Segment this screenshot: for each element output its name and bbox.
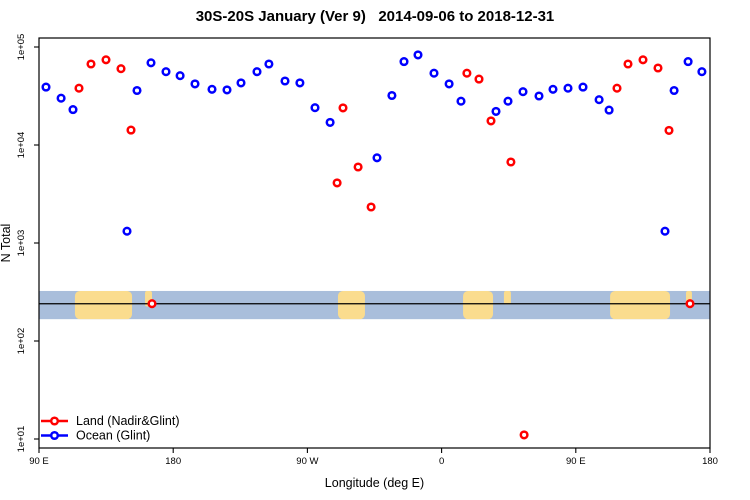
point-ocean (697, 67, 707, 77)
point-ocean (222, 85, 232, 95)
x-tick-label: 180 (702, 456, 718, 467)
point-ocean (456, 96, 466, 106)
x-tick-label: 180 (165, 456, 181, 467)
point-land (353, 162, 363, 172)
strip-ocean (39, 290, 710, 320)
y-tick-label: 1e+05 (16, 34, 27, 61)
point-land (116, 64, 126, 74)
point-land (664, 125, 674, 135)
point-land (612, 83, 622, 93)
point-ocean (325, 117, 335, 127)
point-land (462, 68, 472, 78)
point-ocean (372, 153, 382, 163)
point-ocean (161, 67, 171, 77)
point-land (147, 299, 157, 309)
y-tick-label: 1e+01 (16, 426, 27, 453)
point-land (101, 55, 111, 65)
point-ocean (429, 68, 439, 78)
point-ocean (252, 67, 262, 77)
point-ocean (41, 82, 51, 92)
legend: Land (Nadir&Glint)Ocean (Glint) (41, 414, 180, 443)
x-tick-label: 90 E (29, 456, 49, 467)
strip-land-australia-repeat (610, 290, 671, 320)
point-ocean (548, 84, 558, 94)
point-ocean (660, 226, 670, 236)
point-ocean (310, 103, 320, 113)
strip-land-australia (74, 290, 133, 320)
y-tick-label: 1e+02 (16, 328, 27, 355)
point-land (653, 63, 663, 73)
map-strip (39, 290, 710, 320)
point-ocean (604, 105, 614, 115)
point-ocean (399, 57, 409, 67)
point-ocean (264, 59, 274, 69)
x-axis: 90 E 180 90 W 0 90 E 180 (29, 448, 718, 467)
point-land (338, 103, 348, 113)
legend-label: Land (Nadir&Glint) (76, 414, 180, 428)
y-axis: 1e+01 1e+02 1e+03 1e+04 1e+05 (16, 34, 39, 453)
point-ocean (669, 85, 679, 96)
point-ocean (683, 57, 693, 67)
legend-marker (49, 416, 60, 426)
point-land (685, 299, 695, 309)
point-ocean (413, 50, 423, 60)
point-ocean (280, 76, 290, 86)
point-land (86, 59, 96, 69)
plot-frame (38, 37, 711, 449)
legend-marker (49, 430, 60, 441)
point-land (519, 430, 529, 440)
point-land (474, 74, 484, 84)
legend-label: Ocean (Glint) (76, 429, 150, 443)
point-land (623, 59, 633, 69)
point-ocean (594, 95, 604, 105)
strip-land-madagascar (503, 290, 511, 305)
y-axis-label: N Total (0, 224, 13, 263)
point-land (486, 116, 496, 126)
x-tick-label: 0 (439, 456, 444, 467)
point-ocean (190, 79, 200, 89)
strip-land-africa (463, 290, 494, 320)
x-tick-label: 90 W (296, 456, 318, 467)
x-tick-label: 90 E (566, 456, 586, 467)
point-ocean (146, 58, 156, 68)
y-tick-label: 1e+03 (16, 230, 27, 257)
point-ocean (444, 79, 454, 89)
x-axis-label: Longitude (deg E) (325, 476, 424, 490)
point-land (74, 83, 84, 93)
point-land (126, 125, 136, 135)
point-ocean (491, 106, 501, 116)
point-land (332, 178, 342, 188)
data-points (41, 50, 707, 440)
point-ocean (503, 96, 513, 106)
strip-land-south-america (337, 290, 365, 320)
point-ocean (207, 84, 217, 94)
point-ocean (175, 71, 185, 81)
point-ocean (534, 91, 544, 101)
point-ocean (68, 105, 78, 115)
point-ocean (132, 85, 142, 96)
point-land (366, 202, 376, 212)
plot-border (38, 37, 711, 449)
point-ocean (387, 90, 397, 101)
point-ocean (56, 93, 66, 103)
chart-title: 30S-20S January (Ver 9) 2014-09-06 to 20… (195, 8, 555, 25)
point-ocean (295, 78, 305, 88)
y-tick-label: 1e+04 (16, 132, 27, 159)
point-ocean (518, 87, 528, 97)
point-ocean (563, 83, 573, 93)
point-ocean (236, 78, 246, 88)
point-land (506, 157, 516, 167)
point-ocean (578, 82, 588, 92)
point-ocean (122, 226, 132, 236)
point-land (638, 55, 648, 65)
